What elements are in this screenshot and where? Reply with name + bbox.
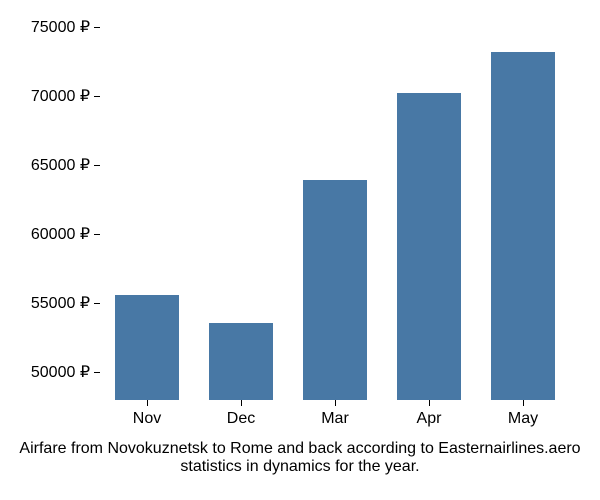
bar <box>397 93 461 400</box>
airfare-chart: 50000 ₽ 55000 ₽ 60000 ₽ 65000 ₽ 70000 ₽ 75000… <box>0 0 600 500</box>
y-tick-label: 50000 ₽ <box>31 362 100 382</box>
x-tick-mark <box>429 400 430 406</box>
x-tick-mark <box>335 400 336 406</box>
y-tick-mark <box>94 165 100 166</box>
bar <box>209 323 273 400</box>
y-tick-mark <box>94 372 100 373</box>
y-tick-label: 70000 ₽ <box>31 86 100 106</box>
bar <box>491 52 555 400</box>
chart-caption: Airfare from Novokuznetsk to Rome and ba… <box>0 440 600 476</box>
bar <box>115 295 179 400</box>
y-tick-mark <box>94 27 100 28</box>
y-tick-label: 75000 ₽ <box>31 17 100 37</box>
y-tick-mark <box>94 303 100 304</box>
y-tick-mark <box>94 96 100 97</box>
bar <box>303 180 367 400</box>
x-tick-mark <box>241 400 242 406</box>
y-tick-label: 60000 ₽ <box>31 224 100 244</box>
y-tick-label: 55000 ₽ <box>31 293 100 313</box>
y-tick-label: 65000 ₽ <box>31 155 100 175</box>
y-tick-mark <box>94 234 100 235</box>
x-tick-mark <box>147 400 148 406</box>
x-tick-mark <box>523 400 524 406</box>
plot-area: 50000 ₽55000 ₽60000 ₽65000 ₽70000 ₽75000… <box>100 20 570 400</box>
